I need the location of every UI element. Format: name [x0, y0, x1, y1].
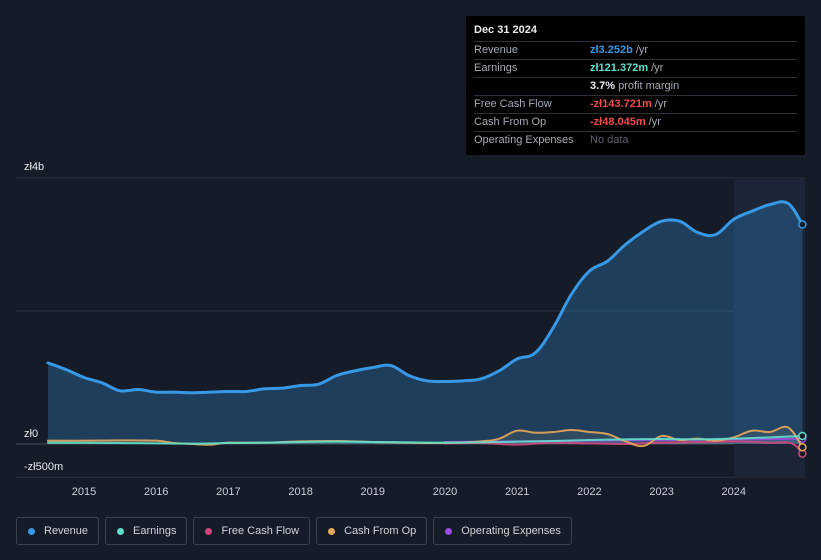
legend-label: Cash From Op [344, 525, 417, 537]
series-lines [46, 200, 807, 458]
tooltip-value: zł3.252b [590, 44, 633, 56]
tooltip-value: zł121.372m [590, 62, 649, 74]
x-tick-label: 2024 [722, 486, 746, 498]
revenue-area [47, 201, 803, 444]
tooltip-unit: /yr [651, 62, 664, 74]
tooltip-row-cash-from-op: Cash From Op -zł48.045m /yr [474, 114, 797, 132]
legend: Revenue Earnings Free Cash Flow Cash Fro… [16, 517, 572, 545]
legend-item-operating-expenses[interactable]: Operating Expenses [433, 517, 572, 545]
tooltip-label: Revenue [474, 44, 519, 56]
cash-from-op-end-marker [798, 442, 807, 452]
tooltip-value: No data [590, 134, 629, 146]
x-tick-label: 2023 [649, 486, 673, 498]
cash-from-op-dot-icon [328, 527, 336, 535]
tooltip-row-revenue: Revenue zł3.252b /yr [474, 42, 797, 60]
tooltip-unit: /yr [648, 116, 661, 128]
x-tick-label: 2017 [216, 486, 240, 498]
operating-expenses-dot-icon [445, 527, 453, 535]
tooltip-label: Free Cash Flow [474, 98, 552, 110]
free-cash-flow-dot-icon [205, 527, 213, 535]
y-axis-top-label: zł4b [24, 161, 45, 173]
tooltip-row-free-cash-flow: Free Cash Flow -zł143.721m /yr [474, 96, 797, 114]
y-axis-bottom-label: -zł500m [24, 461, 64, 473]
tooltip-row-operating-expenses: Operating Expenses No data [474, 132, 797, 149]
earnings-area [47, 435, 803, 444]
legend-item-cash-from-op[interactable]: Cash From Op [316, 517, 428, 545]
data-tooltip: Dec 31 2024 Revenue zł3.252b /yr Earning… [466, 16, 805, 155]
revenue-line [46, 200, 804, 395]
tooltip-value: -zł143.721m [590, 98, 652, 110]
cash-from-op-area [47, 426, 803, 448]
y-axis-zero-label: zł0 [24, 428, 39, 440]
tooltip-label: Operating Expenses [474, 134, 574, 146]
legend-item-earnings[interactable]: Earnings [105, 517, 188, 545]
revenue-end-marker [798, 220, 807, 229]
free-cash-flow-line [444, 440, 804, 455]
tooltip-unit: /yr [635, 44, 649, 56]
legend-label: Revenue [44, 525, 89, 537]
tooltip-label: Cash From Op [474, 116, 547, 128]
legend-label: Operating Expenses [461, 525, 561, 537]
earnings-line [46, 434, 804, 445]
legend-label: Earnings [133, 525, 177, 537]
tooltip-row-profit-margin: 3.7% profit margin [474, 78, 797, 96]
x-tick-label: 2016 [144, 486, 168, 498]
x-tick-label: 2020 [433, 486, 457, 498]
earnings-dot-icon [117, 527, 125, 535]
tooltip-unit: profit margin [618, 80, 680, 92]
x-tick-label: 2018 [288, 486, 312, 498]
x-tick-label: 2019 [361, 486, 385, 498]
past-year-highlight [733, 178, 805, 478]
tooltip-label [474, 78, 590, 95]
revenue-dot-icon [28, 527, 35, 535]
highlight-rect [733, 178, 805, 478]
tooltip-value: 3.7% [590, 80, 616, 92]
legend-item-revenue[interactable]: Revenue [16, 517, 100, 545]
legend-item-free-cash-flow[interactable]: Free Cash Flow [193, 517, 311, 545]
tooltip-row-earnings: Earnings zł121.372m /yr [474, 60, 797, 78]
chart-area: 2015 2016 2017 2018 2019 2020 2021 2022 2023 2024 [16, 177, 807, 498]
x-tick-label: 2021 [505, 486, 529, 498]
tooltip-value: -zł48.045m [590, 116, 646, 128]
x-axis-ticks: 2015 2016 2017 2018 2019 2020 2021 2022 2023 2024 [72, 486, 746, 498]
tooltip-unit: /yr [654, 98, 667, 110]
x-tick-label: 2022 [577, 486, 601, 498]
legend-label: Free Cash Flow [221, 525, 300, 537]
x-tick-label: 2015 [72, 486, 96, 498]
series-areas [47, 201, 803, 454]
earnings-end-marker [798, 431, 807, 441]
tooltip-label: Earnings [474, 62, 518, 74]
tooltip-date: Dec 31 2024 [474, 24, 797, 42]
